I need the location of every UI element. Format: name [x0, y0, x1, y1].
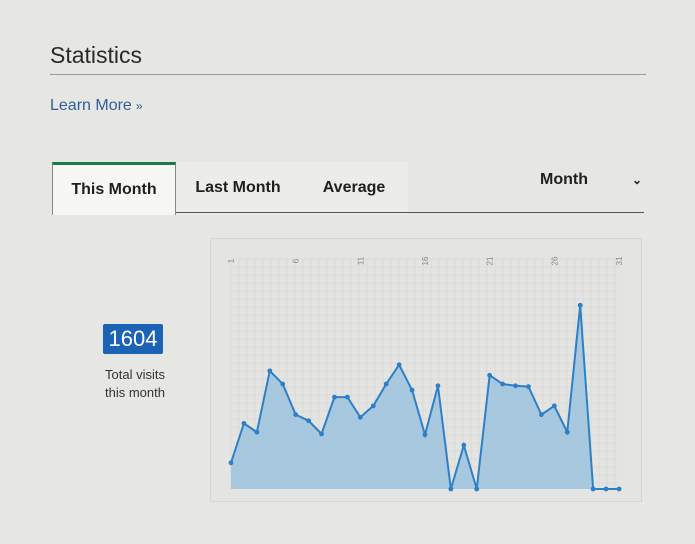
data-point	[254, 429, 260, 435]
page-title: Statistics	[50, 42, 143, 68]
data-point	[357, 414, 363, 420]
x-tick-label: 6	[292, 258, 301, 263]
data-point	[435, 383, 441, 389]
x-tick-label: 21	[486, 256, 495, 265]
data-point	[461, 442, 467, 448]
data-point	[500, 381, 505, 387]
data-point	[241, 420, 247, 426]
data-point	[513, 383, 518, 389]
data-point	[396, 362, 402, 368]
data-point	[526, 384, 531, 390]
tab-this-month-label: This Month	[71, 181, 157, 198]
x-tick-label: 1	[227, 258, 236, 263]
title-divider	[50, 74, 646, 75]
data-point	[422, 432, 428, 438]
data-point	[267, 368, 273, 374]
period-select-value: Month	[540, 171, 588, 188]
data-point	[370, 403, 376, 409]
data-point	[551, 403, 557, 409]
tab-this-month[interactable]: This Month	[52, 162, 176, 215]
series-area	[231, 305, 619, 489]
visits-chart: 1 6 11 16 21 26 31	[210, 238, 642, 502]
data-point	[332, 394, 337, 400]
data-point	[280, 381, 286, 387]
data-point	[293, 412, 299, 418]
data-point	[539, 412, 544, 418]
stats-tabs: This Month Last Month Average	[52, 162, 644, 215]
data-point	[590, 486, 596, 492]
visits-chart-svg: 1 6 11 16 21 26 31	[227, 256, 624, 492]
learn-more-label: Learn More	[50, 97, 132, 114]
data-point	[448, 486, 454, 492]
chevron-down-icon: ⌄	[631, 173, 642, 187]
x-tick-label: 16	[421, 256, 430, 265]
data-point	[603, 486, 609, 492]
data-point	[306, 418, 311, 424]
data-point	[487, 372, 493, 378]
total-visits-label: Total visits this month	[105, 367, 165, 400]
x-tick-label: 26	[550, 256, 559, 265]
tab-average-label: Average	[322, 179, 386, 196]
total-visits-value: 1604	[103, 324, 163, 354]
learn-more-link[interactable]: Learn More»	[50, 97, 143, 115]
learn-more-arrow: »	[135, 99, 143, 113]
data-point	[474, 486, 480, 492]
data-point	[577, 302, 583, 308]
data-point	[383, 381, 389, 387]
x-tick-label: 31	[615, 256, 624, 265]
tab-average[interactable]: Average	[300, 162, 408, 214]
data-point	[564, 429, 570, 435]
data-point	[409, 387, 415, 393]
tabs-divider	[52, 212, 644, 213]
data-point	[616, 486, 622, 492]
data-point	[345, 394, 350, 400]
period-select[interactable]: Month ⌄	[540, 168, 644, 192]
tab-last-month-label: Last Month	[195, 179, 281, 196]
x-tick-label: 11	[356, 256, 365, 265]
data-point	[319, 431, 324, 437]
data-point	[228, 460, 234, 466]
tab-last-month[interactable]: Last Month	[176, 162, 300, 214]
